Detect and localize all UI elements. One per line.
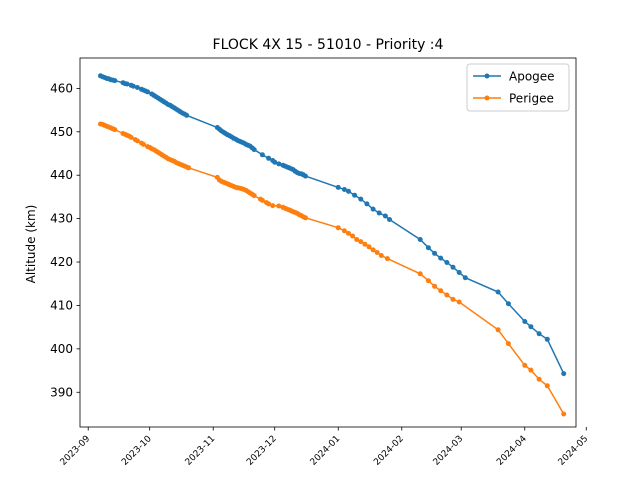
perigee-point — [276, 203, 282, 209]
perigee-point — [505, 341, 511, 347]
apogee-point — [184, 112, 190, 118]
apogee-point — [544, 336, 550, 342]
perigee-point — [350, 233, 356, 239]
apogee-point — [432, 250, 438, 256]
apogee-point — [376, 210, 382, 216]
apogee-point — [370, 206, 376, 212]
apogee-point — [358, 196, 364, 202]
y-tick-label: 420 — [50, 255, 73, 269]
apogee-point — [495, 289, 501, 295]
apogee-point — [134, 85, 140, 90]
perigee-point — [358, 239, 364, 245]
apogee-point — [259, 152, 265, 158]
perigee-point — [432, 283, 438, 289]
perigee-point — [141, 141, 146, 147]
perigee-point — [354, 237, 360, 242]
perigee-point — [270, 203, 276, 209]
perigee-point — [134, 138, 140, 144]
perigee-point — [561, 411, 567, 417]
perigee-point — [438, 288, 444, 294]
apogee-point — [462, 275, 468, 281]
apogee-point — [341, 187, 347, 192]
perigee-point — [362, 241, 368, 247]
perigee-point — [335, 225, 341, 231]
y-tick-label: 390 — [50, 385, 73, 399]
apogee-point — [536, 331, 542, 337]
perigee-point — [378, 253, 384, 258]
apogee-point — [528, 324, 534, 330]
perigee-point — [495, 327, 501, 333]
perigee-point — [456, 299, 462, 305]
perigee-point — [186, 165, 192, 171]
perigee-point — [303, 215, 308, 221]
apogee-point — [417, 237, 423, 242]
y-tick-label: 410 — [50, 298, 73, 312]
y-tick-label: 460 — [50, 81, 73, 95]
perigee-point — [444, 292, 450, 298]
y-tick-label: 400 — [50, 342, 73, 356]
apogee-point — [352, 192, 358, 198]
apogee-point — [522, 319, 528, 324]
apogee-point — [382, 213, 388, 219]
perigee-point — [112, 127, 118, 133]
perigee-point — [346, 230, 351, 236]
perigee-point — [450, 296, 456, 302]
plot-frame — [79, 57, 577, 428]
apogee-point — [438, 255, 444, 261]
perigee-point — [536, 376, 542, 382]
apogee-point — [505, 301, 511, 307]
perigee-point — [341, 228, 347, 234]
apogee-point — [425, 245, 431, 251]
perigee-point — [266, 201, 272, 207]
legend: Apogee Perigee — [466, 63, 570, 112]
apogee-point — [130, 83, 136, 89]
apogee-point — [124, 81, 130, 87]
apogee-point — [364, 201, 370, 207]
y-tick-label: 430 — [50, 212, 73, 226]
apogee-point — [450, 264, 456, 270]
apogee-point — [561, 371, 567, 377]
perigee-point — [544, 383, 550, 389]
apogee-point — [387, 217, 392, 222]
apogee-point — [303, 173, 308, 179]
perigee-point — [366, 244, 372, 250]
y-tick-label: 440 — [50, 168, 73, 182]
apogee-point — [456, 270, 462, 275]
apogee-point — [272, 159, 278, 165]
apogee-point — [346, 188, 351, 194]
apogee-point — [335, 184, 341, 190]
perigee-point — [251, 193, 257, 199]
apogee-point — [266, 155, 272, 161]
series-layer — [98, 73, 567, 417]
legend-apogee-label: Apogee — [509, 70, 555, 84]
apogee-point — [112, 78, 118, 84]
apogee-point — [145, 89, 151, 95]
perigee-point — [417, 271, 423, 277]
apogee-point — [444, 260, 450, 265]
apogee-point — [276, 161, 282, 167]
perigee-point — [522, 362, 528, 368]
chart-title: FLOCK 4X 15 - 51010 - Priority :4 — [213, 37, 444, 53]
perigee-point — [374, 250, 380, 255]
perigee-point — [259, 197, 265, 203]
y-tick-label: 450 — [50, 125, 73, 139]
y-axis-ticks: 390 400 410 420 430 440 450 460 — [50, 81, 80, 399]
perigee-point — [128, 134, 134, 140]
legend-perigee-label: Perigee — [509, 92, 554, 106]
legend-apogee-marker — [484, 73, 490, 79]
perigee-point — [370, 247, 376, 253]
perigee-point — [425, 278, 431, 284]
perigee-point — [528, 367, 534, 373]
legend-perigee-marker — [484, 95, 490, 101]
y-axis-label: Altitude (km) — [24, 205, 38, 284]
apogee-point — [251, 147, 257, 153]
perigee-point — [384, 256, 390, 262]
